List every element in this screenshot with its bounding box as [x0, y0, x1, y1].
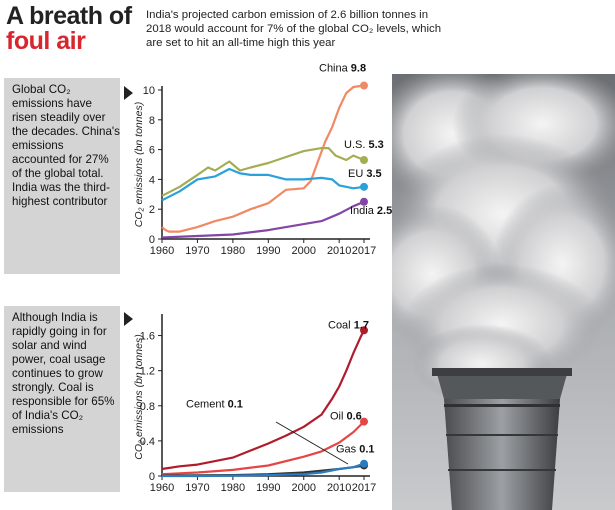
series-line-oil [161, 420, 365, 476]
series-endpoint-eu [360, 182, 368, 191]
note-global-emissions: Global CO₂ emissions have risen steadily… [4, 78, 120, 274]
x-tick-label: 2000 [292, 245, 316, 257]
series-endpoint-oil [360, 417, 368, 426]
x-tick-label: 2017 [352, 245, 376, 257]
series-label-cement: Cement 0.1 [186, 398, 243, 410]
series-endpoint-china [360, 81, 368, 90]
smokestack-photo [392, 74, 615, 510]
x-tick-label: 1980 [221, 482, 245, 494]
y-tick-label: 1.2 [140, 366, 155, 378]
pointer-arrow-icon [124, 86, 133, 100]
headline-line1: A breath of [6, 2, 132, 30]
headline-line2: foul air [6, 27, 86, 55]
series-line-china [161, 84, 365, 233]
series-line-india [161, 200, 365, 239]
series-endpoint-coal [360, 326, 368, 335]
series-endpoint-india [360, 197, 368, 206]
y-tick-label: 0 [149, 471, 155, 483]
x-tick-label: 2017 [352, 482, 376, 494]
y-tick-label: 2 [149, 204, 155, 216]
series-label-china: China 9.8 [319, 63, 366, 75]
series-label-us: U.S. 5.3 [344, 139, 384, 151]
y-tick-label: 10 [143, 85, 155, 97]
x-tick-label: 2000 [292, 482, 316, 494]
series-line-eu [161, 167, 365, 202]
x-tick-label: 1980 [221, 245, 245, 257]
y-tick-label: 6 [149, 145, 155, 157]
y-tick-label: 4 [149, 174, 155, 186]
series-endpoint-gas [360, 459, 368, 468]
note-india-coal: Although India is rapidly going in for s… [4, 306, 120, 492]
series-line-gas [162, 462, 365, 478]
series-label-eu: EU 3.5 [348, 168, 382, 180]
y-tick-label: 0.8 [140, 401, 155, 413]
subtitle: India's projected carbon emission of 2.6… [146, 9, 442, 49]
country-emissions-chart: 0 2 4 6 8 10 1960 1970 1980 1990 2000 2010 2017 CO₂ e… [133, 63, 392, 257]
y-tick-label: 0.4 [140, 436, 155, 448]
x-tick-label: 1990 [256, 245, 280, 257]
x-tick-label: 1970 [185, 482, 209, 494]
y-axis-label: CO₂ emissions (bn tonnes) [133, 102, 145, 227]
series-label-india: India 2.5 [350, 205, 392, 217]
x-tick-label: 2010 [327, 245, 351, 257]
x-tick-label: 1970 [185, 245, 209, 257]
y-tick-label: 1.6 [140, 331, 155, 343]
series-endpoint-us [360, 156, 368, 165]
series-label-gas: Gas 0.1 [336, 444, 375, 456]
y-axis-label: CO₂ emissions (bn tonnes) [133, 334, 145, 459]
series-line-us [161, 146, 365, 197]
y-tick-label: 8 [149, 115, 155, 127]
x-tick-label: 2010 [327, 482, 351, 494]
x-tick-label: 1960 [150, 482, 174, 494]
x-tick-label: 1990 [256, 482, 280, 494]
india-fuel-emissions-chart: 0 0.4 0.8 1.2 1.6 1960 1970 1980 1990 2000 2010 201… [133, 314, 376, 494]
series-label-coal: Coal 1.7 [328, 319, 369, 331]
cement-leader-line [275, 421, 349, 465]
series-line-coal [161, 329, 365, 471]
x-tick-label: 1960 [150, 245, 174, 257]
pointer-arrow-icon [124, 312, 133, 326]
y-tick-label: 0 [149, 234, 155, 246]
series-label-oil: Oil 0.6 [330, 411, 362, 423]
